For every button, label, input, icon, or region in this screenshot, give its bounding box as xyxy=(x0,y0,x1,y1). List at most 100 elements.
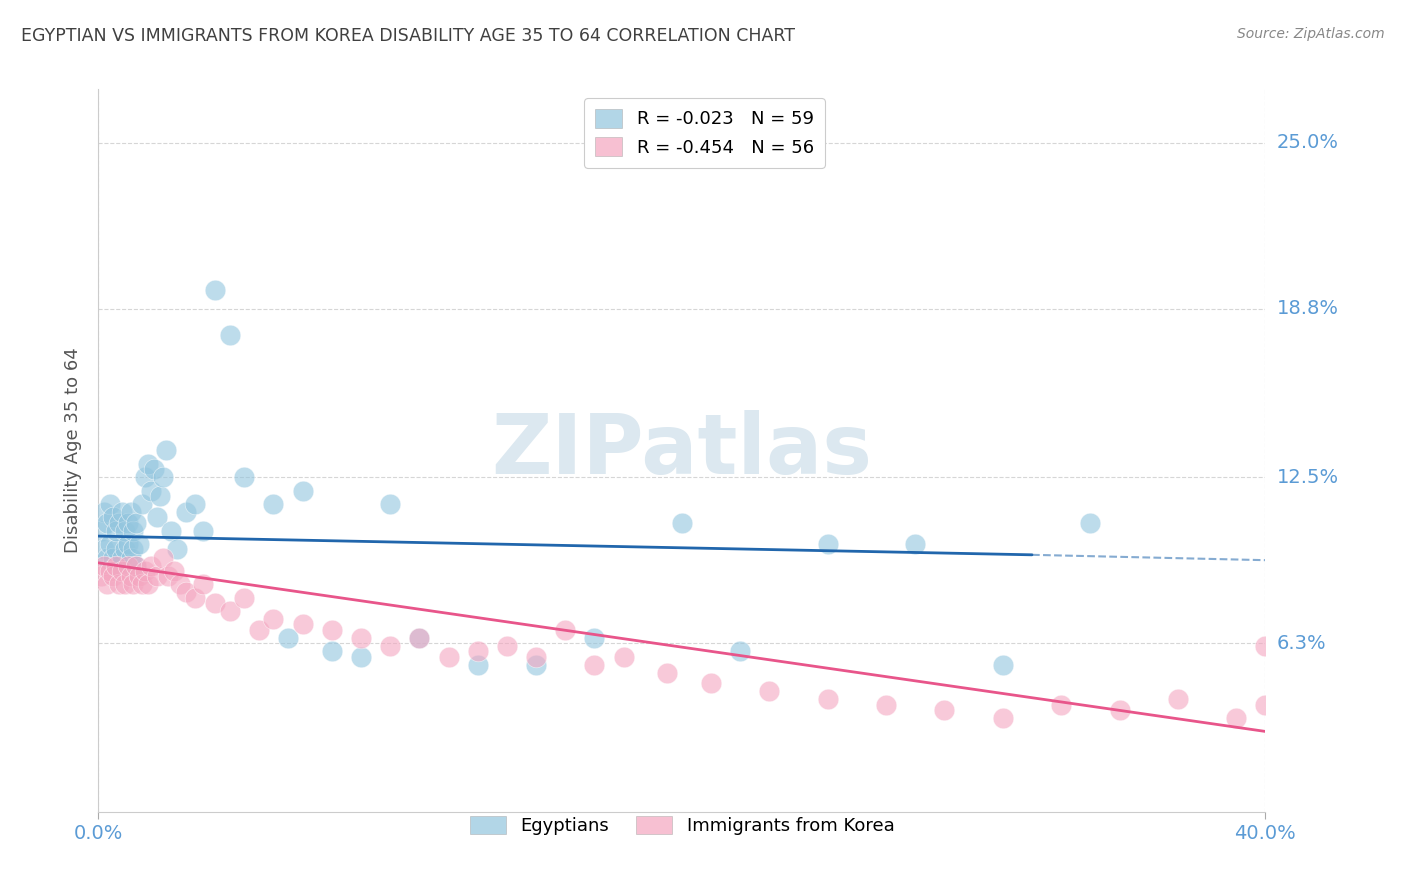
Point xyxy=(122,577,145,591)
Point xyxy=(612,649,634,664)
Point xyxy=(108,558,131,573)
Text: EGYPTIAN VS IMMIGRANTS FROM KOREA DISABILITY AGE 35 TO 64 CORRELATION CHART: EGYPTIAN VS IMMIGRANTS FROM KOREA DISABI… xyxy=(21,27,794,45)
Point xyxy=(817,692,839,706)
Point xyxy=(114,524,136,538)
Point xyxy=(101,550,124,565)
Point xyxy=(117,558,139,573)
Point xyxy=(142,462,165,476)
Point xyxy=(183,591,205,605)
Point xyxy=(160,524,183,538)
Point xyxy=(1050,698,1073,712)
Point xyxy=(108,577,131,591)
Point xyxy=(817,537,839,551)
Point xyxy=(125,558,148,573)
Point xyxy=(934,703,956,717)
Point xyxy=(291,483,314,498)
Point xyxy=(1254,698,1277,712)
Point xyxy=(291,617,314,632)
Point xyxy=(380,639,402,653)
Point xyxy=(117,537,139,551)
Point xyxy=(131,497,153,511)
Y-axis label: Disability Age 35 to 64: Disability Age 35 to 64 xyxy=(65,348,83,553)
Point xyxy=(101,510,124,524)
Point xyxy=(96,550,118,565)
Point xyxy=(128,537,150,551)
Point xyxy=(96,516,118,530)
Point xyxy=(554,623,576,637)
Point xyxy=(350,631,373,645)
Point xyxy=(108,516,131,530)
Point xyxy=(350,649,373,664)
Text: 6.3%: 6.3% xyxy=(1277,633,1327,653)
Point xyxy=(104,524,127,538)
Point xyxy=(120,505,142,519)
Point xyxy=(120,569,142,583)
Point xyxy=(114,542,136,557)
Point xyxy=(131,577,153,591)
Point xyxy=(262,612,284,626)
Point xyxy=(467,644,489,658)
Point xyxy=(157,569,180,583)
Point xyxy=(98,497,121,511)
Point xyxy=(204,283,226,297)
Point xyxy=(193,577,215,591)
Point xyxy=(408,631,430,645)
Point xyxy=(321,623,343,637)
Point xyxy=(583,631,606,645)
Legend: Egyptians, Immigrants from Korea: Egyptians, Immigrants from Korea xyxy=(463,809,901,842)
Point xyxy=(524,649,547,664)
Point xyxy=(1254,639,1277,653)
Point xyxy=(93,558,115,573)
Point xyxy=(136,457,159,471)
Point xyxy=(111,505,134,519)
Point xyxy=(218,604,240,618)
Point xyxy=(134,564,156,578)
Point xyxy=(1108,703,1130,717)
Point xyxy=(758,684,780,698)
Text: 25.0%: 25.0% xyxy=(1277,133,1339,153)
Point xyxy=(122,524,145,538)
Point xyxy=(904,537,927,551)
Point xyxy=(875,698,897,712)
Point xyxy=(1080,516,1102,530)
Point xyxy=(125,558,148,573)
Point xyxy=(96,577,118,591)
Point xyxy=(111,564,134,578)
Point xyxy=(93,542,115,557)
Point xyxy=(155,443,177,458)
Point xyxy=(139,558,162,573)
Point xyxy=(134,470,156,484)
Point xyxy=(111,550,134,565)
Point xyxy=(98,564,121,578)
Point xyxy=(277,631,299,645)
Point xyxy=(991,711,1014,725)
Point xyxy=(437,649,460,664)
Point xyxy=(163,564,186,578)
Point xyxy=(174,505,197,519)
Point xyxy=(169,577,191,591)
Point xyxy=(583,657,606,672)
Point xyxy=(233,591,256,605)
Point xyxy=(174,585,197,599)
Point xyxy=(183,497,205,511)
Point xyxy=(262,497,284,511)
Point xyxy=(1225,711,1247,725)
Point xyxy=(1167,692,1189,706)
Point xyxy=(146,510,169,524)
Text: Source: ZipAtlas.com: Source: ZipAtlas.com xyxy=(1237,27,1385,41)
Point xyxy=(125,516,148,530)
Point xyxy=(117,516,139,530)
Point xyxy=(657,665,679,680)
Point xyxy=(136,577,159,591)
Point xyxy=(101,569,124,583)
Point xyxy=(90,524,112,538)
Point xyxy=(152,470,174,484)
Point xyxy=(128,569,150,583)
Point xyxy=(408,631,430,645)
Point xyxy=(149,489,172,503)
Point xyxy=(90,569,112,583)
Point xyxy=(218,328,240,343)
Text: 12.5%: 12.5% xyxy=(1277,467,1339,487)
Point xyxy=(104,542,127,557)
Point xyxy=(730,644,752,658)
